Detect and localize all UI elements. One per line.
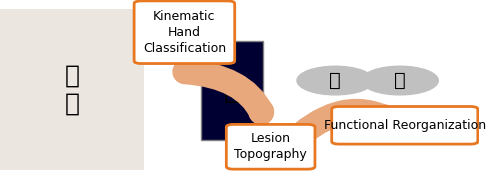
Circle shape xyxy=(297,66,374,95)
Text: Kinematic
Hand
Classification: Kinematic Hand Classification xyxy=(143,10,226,55)
Text: Lesion
Topography: Lesion Topography xyxy=(234,132,307,161)
FancyBboxPatch shape xyxy=(134,1,234,64)
Text: 🔥: 🔥 xyxy=(224,76,240,103)
Circle shape xyxy=(362,66,438,95)
Text: Functional Reorganization: Functional Reorganization xyxy=(324,119,486,132)
FancyBboxPatch shape xyxy=(332,107,478,144)
Text: 🧠: 🧠 xyxy=(394,71,406,90)
FancyBboxPatch shape xyxy=(201,41,264,140)
FancyBboxPatch shape xyxy=(0,9,144,170)
Text: 👶
🪑: 👶 🪑 xyxy=(64,64,80,115)
Text: 🧠: 🧠 xyxy=(330,71,341,90)
FancyBboxPatch shape xyxy=(226,124,315,169)
